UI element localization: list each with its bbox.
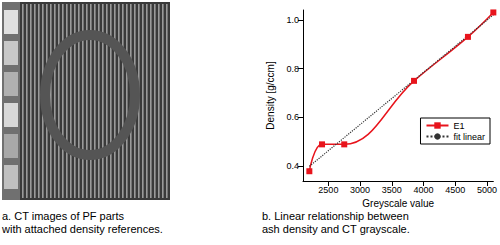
svg-text:4500: 4500 <box>445 185 465 195</box>
svg-text:fit linear: fit linear <box>453 132 485 142</box>
svg-text:Density [g/ccm]: Density [g/ccm] <box>265 61 276 130</box>
svg-text:2500: 2500 <box>318 185 338 195</box>
svg-text:E1: E1 <box>453 121 464 131</box>
svg-text:3500: 3500 <box>382 185 402 195</box>
svg-text:0.4: 0.4 <box>286 161 299 171</box>
svg-text:0.6: 0.6 <box>286 112 299 122</box>
html-text:b. Linear relationship between: b. Linear relationship between <box>262 210 409 222</box>
svg-text:4000: 4000 <box>414 185 434 195</box>
svg-text:1.0: 1.0 <box>286 15 299 25</box>
svg-text:5000: 5000 <box>477 185 497 195</box>
svg-text:3000: 3000 <box>350 185 370 195</box>
svg-text:0.8: 0.8 <box>286 64 299 74</box>
html-text:ash density and CT grayscale.: ash density and CT grayscale. <box>262 223 410 235</box>
svg-text:Greyscale value: Greyscale value <box>362 198 434 209</box>
html-text:with attached density referenc: with attached density references. <box>2 223 163 235</box>
html-text:a. CT images of PF parts: a. CT images of PF parts <box>2 210 125 222</box>
